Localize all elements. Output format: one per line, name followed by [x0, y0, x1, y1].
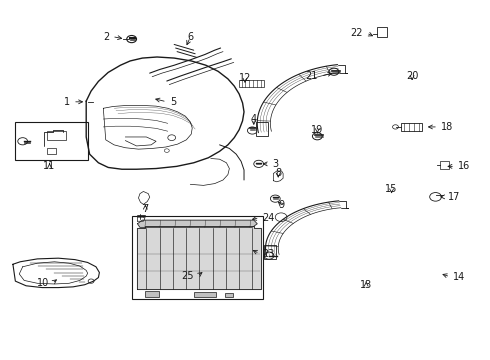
Bar: [132, 216, 263, 299]
Text: 7: 7: [142, 204, 148, 215]
Text: 18: 18: [441, 122, 453, 132]
Text: 23: 23: [263, 248, 275, 258]
Polygon shape: [138, 220, 257, 227]
Bar: [401, 123, 422, 131]
Bar: [239, 80, 264, 87]
Text: 14: 14: [453, 272, 465, 282]
Text: 24: 24: [263, 213, 275, 222]
Bar: [377, 27, 387, 37]
Text: 19: 19: [311, 125, 323, 135]
Text: 11: 11: [44, 161, 56, 171]
Bar: [15, 122, 88, 160]
Text: 8: 8: [275, 168, 281, 178]
Bar: [264, 245, 276, 259]
Text: 5: 5: [170, 97, 176, 107]
Text: 10: 10: [37, 278, 49, 288]
Bar: [256, 122, 268, 136]
Bar: [47, 148, 56, 154]
Text: 15: 15: [386, 184, 398, 194]
Bar: [145, 291, 159, 297]
Text: 25: 25: [182, 271, 194, 281]
Text: 21: 21: [305, 71, 318, 81]
Text: 2: 2: [103, 32, 109, 41]
Text: 3: 3: [272, 159, 278, 169]
Text: 6: 6: [187, 32, 194, 42]
Text: 16: 16: [458, 161, 470, 171]
Bar: [194, 292, 216, 297]
Bar: [47, 131, 66, 140]
Bar: [225, 293, 233, 297]
Text: 22: 22: [351, 28, 363, 38]
Text: 13: 13: [360, 280, 372, 290]
Polygon shape: [137, 226, 261, 289]
Text: 1: 1: [64, 97, 70, 107]
Text: 12: 12: [239, 73, 251, 83]
Text: 4: 4: [251, 114, 257, 124]
Text: 20: 20: [406, 71, 418, 81]
Bar: [441, 161, 449, 169]
Text: 9: 9: [279, 200, 285, 210]
Text: 17: 17: [448, 192, 461, 202]
